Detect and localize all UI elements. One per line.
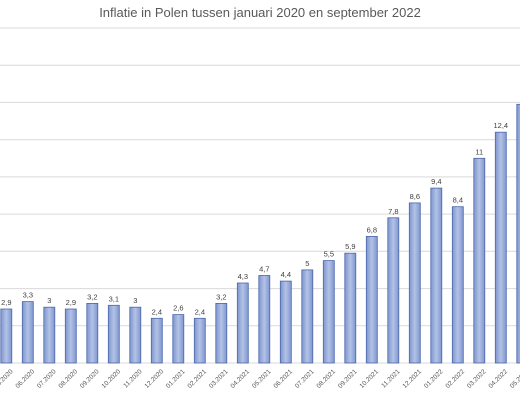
x-tick-label: 11.2021 <box>380 368 401 389</box>
x-tick-label: 11.2020 <box>122 368 143 389</box>
bar-04.2022 <box>494 131 507 364</box>
data-label: 4,3 <box>238 272 248 281</box>
chart-title: Inflatie in Polen tussen januari 2020 en… <box>99 5 421 20</box>
data-label: 8,4 <box>453 196 463 205</box>
x-tick-label: 10.2020 <box>100 368 122 390</box>
data-label: 2,6 <box>173 304 183 313</box>
data-label: 5 <box>305 259 309 268</box>
bar-12.2020 <box>150 317 163 364</box>
x-tick-label: 07.2021 <box>294 368 316 390</box>
bar-03.2022 <box>473 157 486 364</box>
x-tick-label: 04.2022 <box>487 368 509 390</box>
bar-09.2020 <box>86 302 99 364</box>
bar-09.2021 <box>344 252 357 364</box>
x-tick-label: 05.2022 <box>509 368 520 390</box>
data-label: 4,4 <box>281 270 291 279</box>
x-tick-label: 10.2021 <box>358 368 380 390</box>
data-label: 8,6 <box>410 192 420 201</box>
x-tick-label: 12.2021 <box>401 368 423 390</box>
x-tick-label: 02.2021 <box>186 368 208 390</box>
x-tick-label: 01.2021 <box>165 368 187 390</box>
data-label: 11 <box>475 147 483 156</box>
bar-11.2020 <box>129 306 142 364</box>
bar-11.2021 <box>387 217 400 364</box>
data-label: 6,8 <box>367 225 377 234</box>
bar-05.2021 <box>258 275 271 364</box>
data-label: 3,3 <box>23 291 33 300</box>
bar-01.2021 <box>172 314 185 364</box>
data-label: 9,4 <box>431 177 441 186</box>
data-label: 5,5 <box>324 250 334 259</box>
x-tick-label: 01.2022 <box>423 368 445 390</box>
bars <box>0 103 520 364</box>
x-tick-label: 08.2021 <box>315 368 337 390</box>
x-tick-label: 03.2022 <box>466 368 488 390</box>
data-label: 12,4 <box>493 121 508 130</box>
x-tick-label: 02.2022 <box>444 368 466 390</box>
data-label: 2,9 <box>1 298 11 307</box>
bar-01.2022 <box>430 187 443 364</box>
data-label: 3,2 <box>216 292 226 301</box>
x-tick-label: 05.2021 <box>251 368 273 390</box>
bar-04.2021 <box>236 282 249 364</box>
x-tick-label: 05.2020 <box>0 368 15 390</box>
x-axis-tick-labels: 05.2020 06.2020 07.2020 08.2020 09.2020 10.20… <box>0 368 520 390</box>
bar-07.2020 <box>43 306 56 364</box>
x-tick-label: 03.2021 <box>208 368 230 390</box>
data-label: 5,9 <box>345 242 355 251</box>
x-tick-label: 09.2020 <box>79 368 101 390</box>
x-tick-label: 09.2021 <box>337 368 359 390</box>
x-tick-label: 06.2020 <box>14 368 36 390</box>
bar-02.2022 <box>451 206 464 364</box>
bar-06.2021 <box>279 280 292 364</box>
bar-07.2021 <box>301 269 314 364</box>
data-label: 2,9 <box>66 298 76 307</box>
bar-10.2020 <box>107 304 120 364</box>
data-label: 4,7 <box>259 265 269 274</box>
data-label: 3 <box>47 296 51 305</box>
x-tick-label: 06.2021 <box>272 368 294 390</box>
bar-05.2020 <box>0 308 13 364</box>
data-label: 3,2 <box>87 292 97 301</box>
x-tick-label: 07.2020 <box>36 368 58 390</box>
x-tick-label: 08.2020 <box>57 368 79 390</box>
data-labels: 2,9 3,3 3 2,9 3,2 3,1 3 2,4 2,6 2,4 3,2 4,3 4,7 4,4 5 5… <box>1 121 508 316</box>
x-tick-label: 04.2021 <box>229 368 251 390</box>
bar-12.2021 <box>408 202 421 364</box>
bar-10.2021 <box>365 235 378 364</box>
data-label: 2,4 <box>152 307 162 316</box>
bar-06.2020 <box>21 301 34 364</box>
x-tick-label: 12.2020 <box>143 368 165 390</box>
data-label: 3,1 <box>109 294 119 303</box>
data-label: 7,8 <box>388 207 398 216</box>
data-label: 3 <box>133 296 137 305</box>
bar-08.2021 <box>322 260 335 364</box>
data-label: 2,4 <box>195 307 205 316</box>
bar-05.2022 <box>516 103 520 364</box>
bar-02.2021 <box>193 317 206 364</box>
bar-08.2020 <box>64 308 77 364</box>
bar-03.2021 <box>215 302 228 364</box>
